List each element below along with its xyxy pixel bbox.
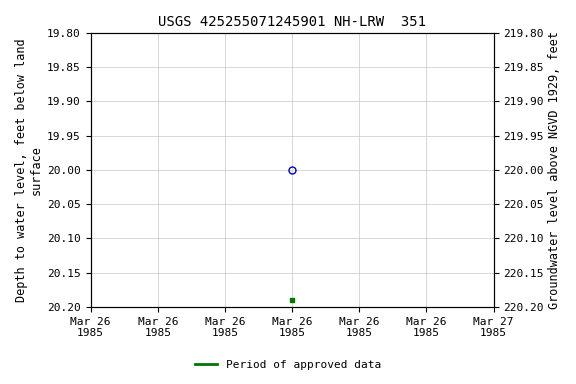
Y-axis label: Depth to water level, feet below land
surface: Depth to water level, feet below land su… — [15, 38, 43, 302]
Legend: Period of approved data: Period of approved data — [191, 356, 385, 375]
Y-axis label: Groundwater level above NGVD 1929, feet: Groundwater level above NGVD 1929, feet — [548, 31, 561, 309]
Title: USGS 425255071245901 NH-LRW  351: USGS 425255071245901 NH-LRW 351 — [158, 15, 426, 29]
